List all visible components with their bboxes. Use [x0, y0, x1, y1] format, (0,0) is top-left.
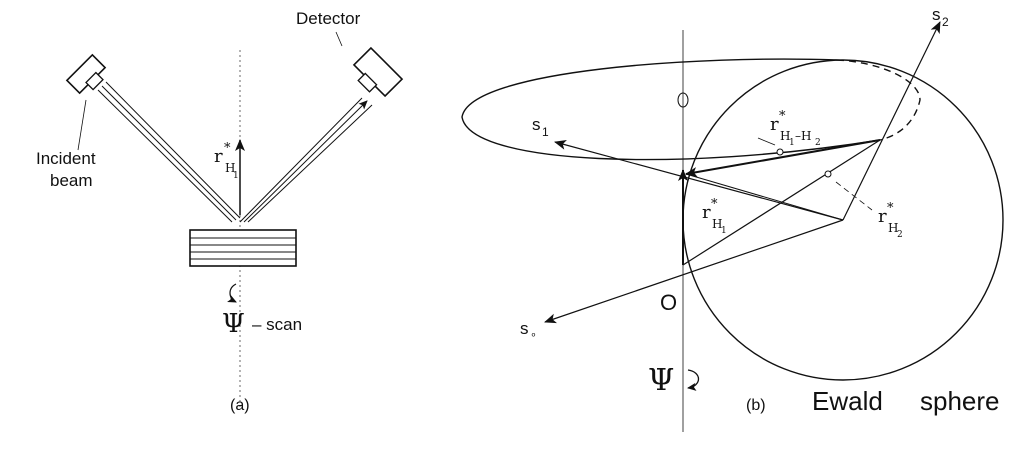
- detector-box: [352, 46, 404, 98]
- svg-text:r: r: [702, 202, 711, 223]
- svg-text:2: 2: [815, 138, 821, 148]
- detector-label: Detector: [296, 9, 361, 28]
- label-r-h2: r * H 2: [878, 201, 903, 240]
- svg-text:H: H: [780, 129, 790, 143]
- svg-text:1: 1: [542, 125, 549, 139]
- svg-text:s: s: [520, 319, 529, 338]
- crystal-sample: [189, 229, 297, 267]
- svg-text:r: r: [770, 114, 779, 135]
- ewald-word-2: sphere: [920, 386, 1000, 416]
- incident-beam-source: [65, 53, 107, 95]
- label-s2: s 2: [932, 5, 949, 29]
- svg-text:–H: –H: [795, 129, 811, 143]
- svg-text:s: s: [932, 5, 941, 24]
- svg-text:*: *: [887, 201, 894, 216]
- svg-text:*: *: [711, 197, 718, 212]
- incident-beam-lines: [97, 81, 241, 223]
- svg-text:H: H: [888, 221, 898, 235]
- svg-text:H: H: [225, 161, 235, 175]
- svg-text:H: H: [712, 217, 722, 231]
- rotation-arrow-icon: [227, 283, 237, 303]
- label-r-h1: r * H 1: [702, 197, 727, 236]
- svg-text:∘: ∘: [530, 329, 537, 341]
- vector-r-h1-h2: [685, 139, 881, 178]
- center-to-h1: [685, 173, 844, 221]
- rotation-circle-front: [461, 58, 881, 161]
- caption-b: (b): [746, 397, 766, 414]
- label-r-h1-h2: r * H 1 –H 2: [770, 109, 821, 148]
- svg-text:r: r: [214, 146, 223, 167]
- svg-text:1: 1: [721, 226, 727, 236]
- label-s0: s ∘: [520, 319, 537, 341]
- ewald-word-1: Ewald: [812, 386, 883, 416]
- rotation-arrow-b-icon: [687, 369, 700, 391]
- svg-text:1: 1: [789, 138, 795, 148]
- psi-symbol-a: Ψ: [222, 309, 245, 339]
- panel-a: Detector Incident beam r * H 1 Ψ – scan …: [36, 9, 404, 414]
- vector-s2: [842, 21, 941, 221]
- axis-rotation-marker: [677, 92, 689, 108]
- label-s1: s 1: [532, 115, 549, 139]
- midpoint-marker: [776, 148, 784, 156]
- svg-text:2: 2: [897, 230, 903, 240]
- midpoint-marker: [824, 170, 832, 178]
- vector-s0: [544, 219, 844, 324]
- svg-text:*: *: [224, 141, 231, 156]
- scan-label: – scan: [252, 315, 302, 334]
- svg-text:*: *: [779, 109, 786, 124]
- origin-label: O: [660, 290, 677, 315]
- vector-r-h1-label-a: r * H 1: [214, 141, 239, 181]
- svg-text:r: r: [878, 206, 887, 227]
- rotation-circle-back: [836, 59, 921, 141]
- svg-text:s: s: [532, 115, 541, 134]
- panel-b: s 2 s 1 s ∘ O r * H 1 –H 2 r * H 1 r *: [461, 5, 1004, 432]
- diffracted-beam-lines: [239, 97, 373, 223]
- vector-s1: [554, 140, 844, 221]
- svg-text:2: 2: [942, 15, 949, 29]
- svg-text:1: 1: [233, 171, 239, 181]
- psi-symbol-b: Ψ: [648, 363, 674, 398]
- incident-label-line2: beam: [50, 171, 93, 190]
- incident-label-line1: Incident: [36, 149, 96, 168]
- caption-a: (a): [230, 397, 250, 414]
